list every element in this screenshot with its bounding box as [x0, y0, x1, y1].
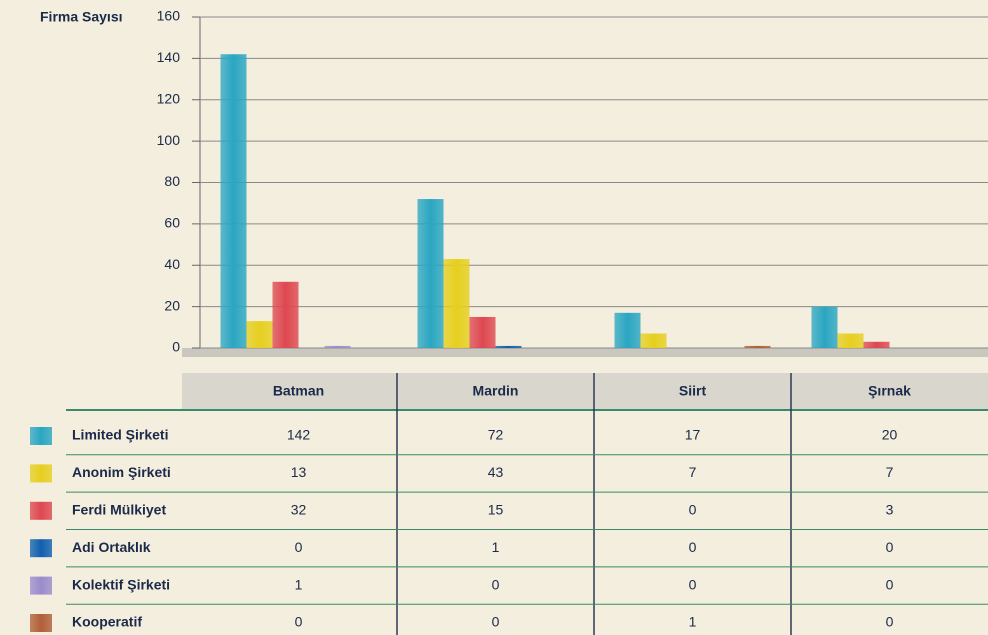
- legend-swatch: [30, 539, 52, 558]
- bar: [469, 316, 496, 348]
- legend-swatch: [30, 576, 52, 595]
- category-header: Siirt: [679, 383, 707, 399]
- table-cell: 0: [492, 576, 500, 592]
- table-cell: 0: [689, 576, 697, 592]
- y-tick-label: 60: [164, 215, 180, 231]
- table-cell: 7: [689, 464, 697, 480]
- table-cell: 0: [886, 539, 894, 555]
- legend-label: Limited Şirketi: [72, 427, 168, 443]
- legend-label: Kolektif Şirketi: [72, 576, 170, 592]
- table-cell: 7: [886, 464, 894, 480]
- bar: [495, 345, 522, 348]
- bar: [272, 281, 299, 348]
- bar: [640, 333, 667, 348]
- y-tick-label: 120: [157, 90, 181, 106]
- legend-swatch: [30, 427, 52, 445]
- y-tick-label: 40: [164, 256, 180, 272]
- y-tick-label: 100: [157, 132, 181, 148]
- category-header: Mardin: [473, 383, 519, 399]
- bar: [744, 345, 771, 348]
- table-cell: 0: [492, 614, 500, 630]
- table-cell: 0: [886, 614, 894, 630]
- table-cell: 32: [291, 502, 307, 518]
- category-header: Batman: [273, 383, 324, 399]
- y-tick-label: 0: [172, 339, 180, 355]
- table-cell: 15: [488, 502, 504, 518]
- bar: [324, 345, 351, 348]
- y-tick-label: 160: [157, 8, 181, 24]
- table-cell: 0: [295, 539, 303, 555]
- legend-label: Adi Ortaklık: [72, 539, 151, 555]
- table-cell: 0: [886, 576, 894, 592]
- table-cell: 17: [685, 427, 701, 443]
- y-tick-label: 140: [157, 49, 181, 65]
- bar: [863, 341, 890, 348]
- bar: [443, 259, 470, 348]
- table-cell: 20: [882, 427, 898, 443]
- table-cell: 72: [488, 427, 504, 443]
- table-cell: 0: [689, 502, 697, 518]
- y-tick-label: 20: [164, 297, 180, 313]
- table-cell: 1: [689, 614, 697, 630]
- legend-swatch: [30, 614, 52, 632]
- y-axis-label: Firma Sayısı: [40, 9, 123, 25]
- legend-label: Anonim Şirketi: [72, 464, 171, 480]
- table-cell: 0: [295, 614, 303, 630]
- table-header: [182, 373, 988, 410]
- table-cell: 1: [295, 576, 303, 592]
- table-cell: 13: [291, 464, 307, 480]
- y-tick-label: 80: [164, 173, 180, 189]
- bar: [811, 306, 838, 348]
- legend-label: Ferdi Mülkiyet: [72, 502, 166, 518]
- table-cell: 0: [689, 539, 697, 555]
- table-cell: 142: [287, 427, 311, 443]
- bar: [614, 312, 641, 348]
- table-cell: 3: [886, 502, 894, 518]
- bar: [220, 54, 247, 349]
- legend-label: Kooperatif: [72, 614, 142, 630]
- legend-swatch: [30, 501, 52, 520]
- bar: [246, 321, 273, 348]
- bar: [417, 199, 444, 348]
- floor: [182, 348, 988, 357]
- table-cell: 43: [488, 464, 504, 480]
- legend-swatch: [30, 464, 52, 483]
- category-header: Şırnak: [868, 383, 911, 399]
- table-cell: 1: [492, 539, 500, 555]
- bar: [837, 333, 864, 348]
